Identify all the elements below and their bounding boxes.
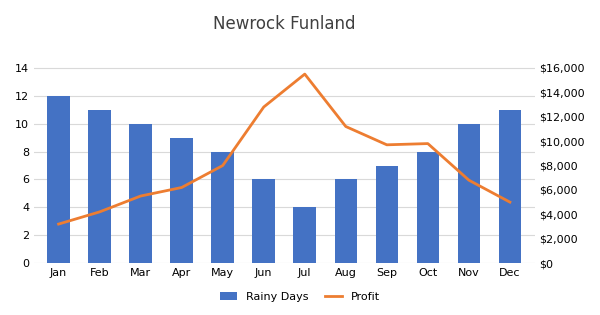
Profit	[424, 142, 431, 146]
Bar	[293, 207, 316, 263]
Bar	[335, 180, 357, 263]
Profit	[465, 178, 472, 182]
Profit	[301, 72, 308, 76]
Profit	[96, 210, 103, 214]
Bar	[47, 96, 70, 263]
Bar	[499, 110, 521, 263]
Bar	[130, 124, 152, 263]
Bar	[416, 152, 439, 263]
Profit	[219, 164, 226, 168]
Profit	[506, 200, 514, 204]
Bar	[88, 110, 111, 263]
Bar	[253, 180, 275, 263]
Bar	[170, 138, 193, 263]
Line: Profit: Profit	[59, 74, 510, 224]
Bar	[458, 124, 480, 263]
Legend: Rainy Days, Profit: Rainy Days, Profit	[216, 287, 384, 306]
Profit	[260, 105, 268, 109]
Profit	[55, 222, 62, 226]
Profit	[342, 125, 349, 129]
Bar	[376, 166, 398, 263]
Profit	[178, 186, 185, 189]
Bar	[211, 152, 234, 263]
Profit	[137, 194, 144, 198]
Title: Newrock Funland: Newrock Funland	[213, 15, 355, 33]
Profit	[383, 143, 391, 147]
